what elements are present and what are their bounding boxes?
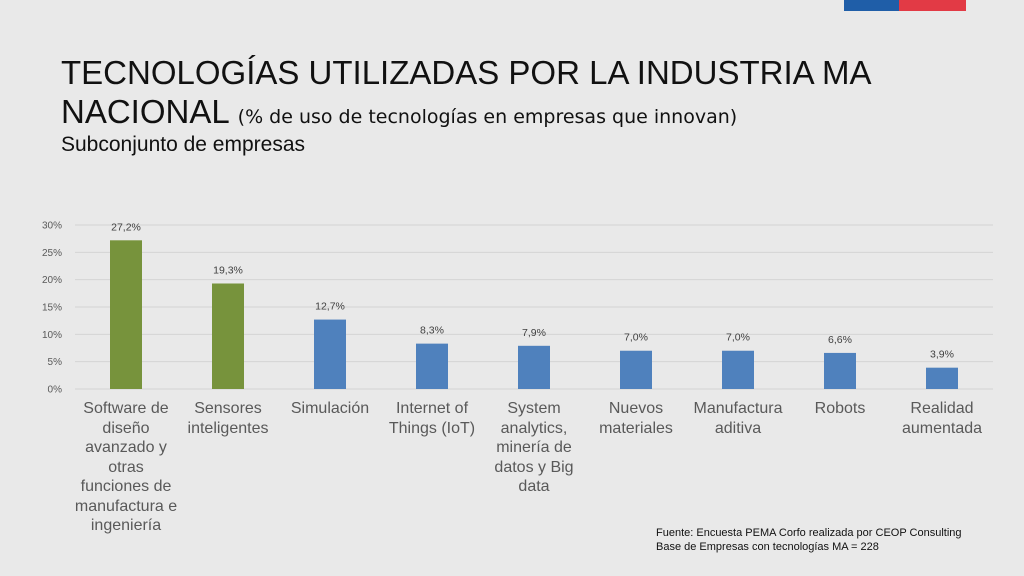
bar <box>314 319 346 389</box>
bar <box>212 283 244 389</box>
value-label: 12,7% <box>315 301 345 313</box>
x-tick-label: Simulación <box>290 400 370 417</box>
page-subtitle: Subconjunto de empresas <box>61 133 305 156</box>
title-parenthetical: (% de uso de tecnologías en empresas que… <box>237 106 738 128</box>
brand-flag-blue <box>844 0 899 11</box>
y-tick-label: 25% <box>42 248 62 259</box>
page-title: TECNOLOGÍAS UTILIZADAS POR LA INDUSTRIA … <box>61 53 961 137</box>
bar-chart: 0% 5% 10% 15% 20% 25% 30% 27,2% 19,3% 12,7% 8,3% 7,… <box>42 221 993 396</box>
value-label: 7,9% <box>522 327 546 339</box>
x-tick-label: Robots <box>814 400 866 417</box>
value-label: 19,3% <box>213 264 243 276</box>
bar <box>722 350 754 389</box>
value-label: 27,2% <box>111 221 141 233</box>
value-label: 8,3% <box>420 325 444 337</box>
bar <box>620 350 652 389</box>
source-line-1: Fuente: Encuesta PEMA Corfo realizada po… <box>656 527 962 539</box>
value-label: 7,0% <box>726 332 750 344</box>
bar <box>824 352 856 389</box>
y-tick-label: 20% <box>42 275 62 286</box>
source-note: Fuente: Encuesta PEMA Corfo realizada po… <box>656 526 962 554</box>
bar <box>416 343 448 389</box>
value-label: 6,6% <box>828 334 852 346</box>
x-tick-label: Software de diseño avanzado y otras func… <box>74 400 178 534</box>
y-tick-label: 30% <box>42 221 62 232</box>
value-label: 3,9% <box>930 349 954 361</box>
bar <box>926 367 958 389</box>
brand-flag-red <box>899 0 966 11</box>
y-tick-label: 5% <box>48 357 63 368</box>
y-tick-label: 10% <box>42 330 62 341</box>
title-line-1: TECNOLOGÍAS UTILIZADAS POR LA INDUSTRIA … <box>61 54 872 91</box>
y-tick-label: 0% <box>48 385 63 396</box>
x-tick-label: System analytics, minería de datos y Big… <box>494 400 574 495</box>
bar <box>518 345 550 389</box>
source-line-2: Base de Empresas con tecnologías MA = 22… <box>656 541 879 553</box>
value-label: 7,0% <box>624 332 648 344</box>
x-tick-label: Sensores inteligentes <box>187 400 269 437</box>
x-tick-label: Nuevos materiales <box>599 400 673 437</box>
x-tick-label: Internet of Things (IoT) <box>388 400 476 437</box>
y-tick-label: 15% <box>42 303 62 314</box>
x-tick-label: Realidad aumentada <box>901 400 983 437</box>
title-line-2: NACIONAL <box>61 93 238 130</box>
bar <box>110 240 142 389</box>
x-tick-label: Manufactura aditiva <box>693 400 783 437</box>
